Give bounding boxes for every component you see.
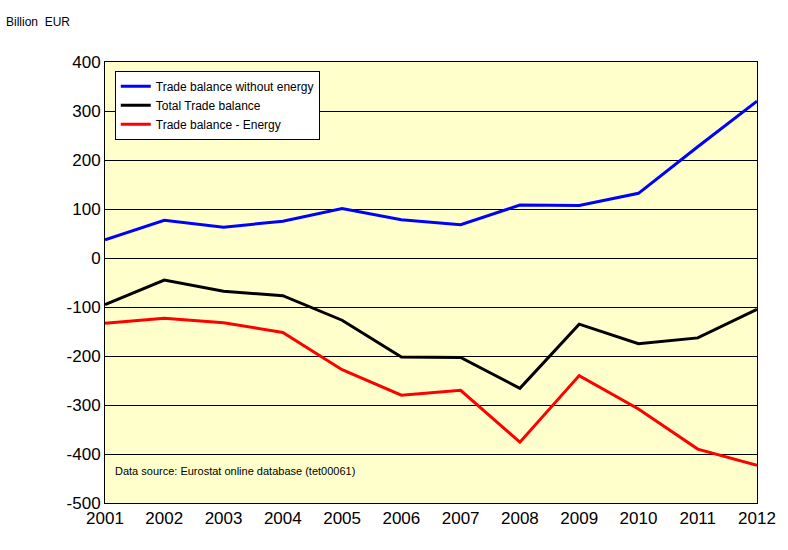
svg-text:400: 400 [72,53,100,72]
svg-text:2011: 2011 [679,509,716,528]
svg-text:-400: -400 [67,445,101,464]
svg-text:2001: 2001 [86,509,124,528]
svg-text:2003: 2003 [205,509,243,528]
svg-text:2004: 2004 [264,509,302,528]
svg-text:Trade balance without energy: Trade balance without energy [156,80,314,94]
svg-text:Billion EUR: Billion EUR [6,15,70,29]
svg-text:2006: 2006 [382,509,420,528]
svg-text:-100: -100 [67,298,101,317]
svg-text:Trade balance - Energy: Trade balance - Energy [156,118,281,132]
svg-text:-300: -300 [67,396,101,415]
svg-text:2008: 2008 [501,509,539,528]
svg-text:2007: 2007 [442,509,480,528]
svg-text:2012: 2012 [738,509,776,528]
svg-text:2002: 2002 [145,509,183,528]
svg-text:200: 200 [72,151,100,170]
svg-text:2009: 2009 [560,509,598,528]
svg-text:Data source: Eurostat online d: Data source: Eurostat online database (t… [115,465,355,477]
svg-text:100: 100 [72,200,100,219]
svg-text:2005: 2005 [323,509,361,528]
svg-text:300: 300 [72,102,100,121]
svg-text:0: 0 [91,249,100,268]
svg-text:-200: -200 [67,347,101,366]
svg-text:Total Trade balance: Total Trade balance [156,99,261,113]
svg-text:2010: 2010 [620,509,658,528]
svg-text:-500: -500 [67,494,101,513]
